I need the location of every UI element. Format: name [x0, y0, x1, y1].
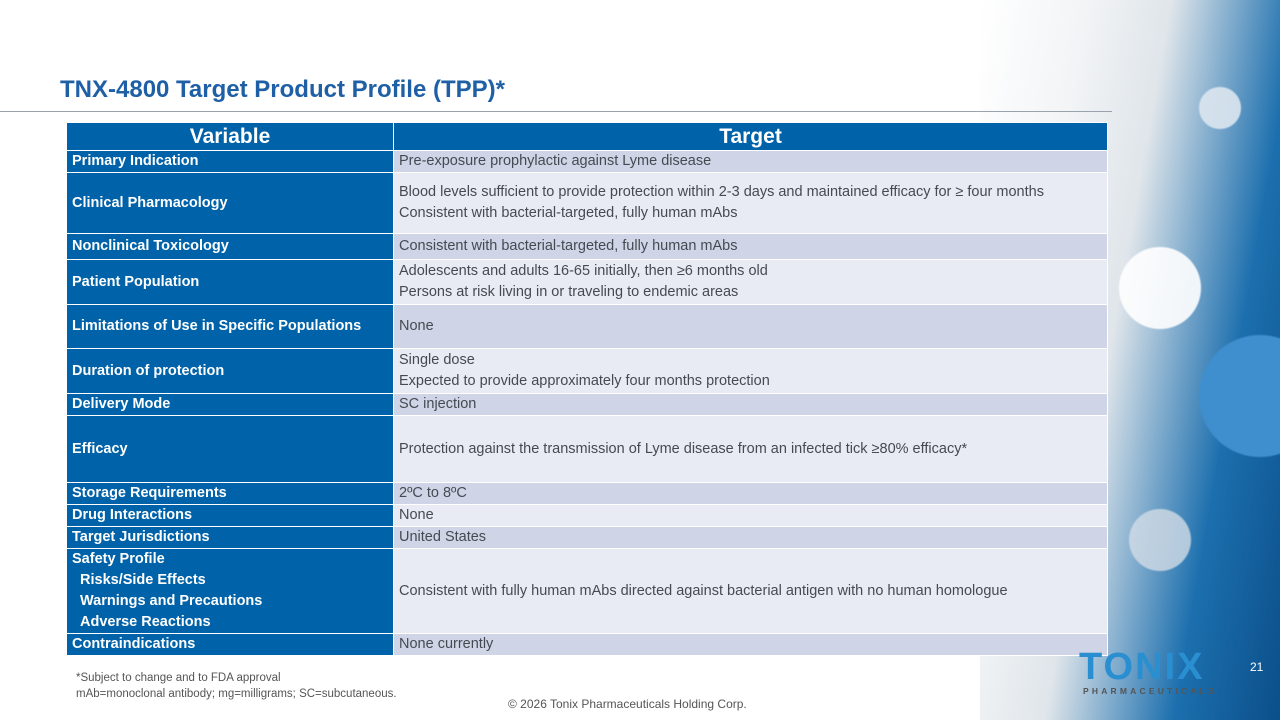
target-cell: Consistent with fully human mAbs directe…: [393, 548, 1108, 634]
target-text: None: [399, 318, 434, 334]
target-text: Single dose: [399, 352, 475, 368]
target-cell: Pre-exposure prophylactic against Lyme d…: [393, 150, 1108, 173]
variable-cell: Efficacy: [66, 415, 394, 483]
logo-wordmark: TONIX: [1079, 646, 1205, 688]
variable-cell: Safety Profile Risks/Side Effects Warnings…: [66, 548, 394, 634]
title-divider: [0, 111, 1112, 112]
background-molecule: [1080, 0, 1280, 720]
table-row: Storage Requirements 2ºC to 8ºC: [66, 482, 1108, 505]
variable-sub-label: Adverse Reactions: [80, 614, 211, 630]
target-cell: None: [393, 304, 1108, 349]
copyright: © 2026 Tonix Pharmaceuticals Holding Cor…: [508, 697, 747, 711]
target-cell: None currently: [393, 633, 1108, 656]
table-row: Efficacy Protection against the transmiss…: [66, 415, 1108, 483]
variable-cell: Nonclinical Toxicology: [66, 233, 394, 260]
target-text: Expected to provide approximately four m…: [399, 373, 770, 389]
variable-cell: Contraindications: [66, 633, 394, 656]
variable-cell: Drug Interactions: [66, 504, 394, 527]
variable-label: Target Jurisdictions: [72, 529, 210, 545]
target-cell: Single dose Expected to provide approxima…: [393, 348, 1108, 394]
variable-label: Storage Requirements: [72, 485, 227, 501]
target-cell: None: [393, 504, 1108, 527]
page-number: 21: [1250, 660, 1264, 674]
footnotes: *Subject to change and to FDA approval m…: [76, 670, 397, 702]
footnote: *Subject to change and to FDA approval: [76, 672, 281, 684]
table-row: Limitations of Use in Specific Populatio…: [66, 304, 1108, 349]
target-cell: Adolescents and adults 16-65 initially, …: [393, 259, 1108, 305]
variable-cell: Primary Indication: [66, 150, 394, 173]
target-text: Protection against the transmission of L…: [399, 440, 968, 457]
footnote: mAb=monoclonal antibody; mg=milligrams; …: [76, 688, 397, 700]
table-row: Duration of protection Single dose Expecte…: [66, 348, 1108, 394]
table-row: Patient Population Adolescents and adults…: [66, 259, 1108, 305]
table-row: Target Jurisdictions United States: [66, 526, 1108, 549]
table-row: Contraindications None currently: [66, 633, 1108, 656]
table-row: Drug Interactions None: [66, 504, 1108, 527]
table-row: Safety Profile Risks/Side Effects Warnings…: [66, 548, 1108, 634]
target-text: SC injection: [399, 396, 477, 412]
variable-cell: Delivery Mode: [66, 393, 394, 416]
variable-label: Safety Profile: [72, 551, 165, 567]
variable-label: Limitations of Use in Specific Populatio…: [72, 318, 362, 334]
target-cell: 2ºC to 8ºC: [393, 482, 1108, 505]
variable-label: Clinical Pharmacology: [72, 194, 228, 211]
target-cell: Consistent with bacterial-targeted, full…: [393, 233, 1108, 260]
table-row: Delivery Mode SC injection: [66, 393, 1108, 416]
target-text: 2ºC to 8ºC: [399, 485, 467, 501]
variable-label: Primary Indication: [72, 153, 199, 169]
variable-cell: Patient Population: [66, 259, 394, 305]
variable-cell: Clinical Pharmacology: [66, 172, 394, 234]
variable-label: Patient Population: [72, 273, 200, 290]
variable-label: Nonclinical Toxicology: [72, 238, 229, 254]
header-variable: Variable: [66, 122, 394, 151]
table-row: Primary Indication Pre-exposure prophylac…: [66, 150, 1108, 173]
variable-cell: Limitations of Use in Specific Populatio…: [66, 304, 394, 349]
variable-cell: Target Jurisdictions: [66, 526, 394, 549]
target-text: None currently: [399, 636, 494, 652]
variable-label: Drug Interactions: [72, 507, 193, 523]
variable-label: Contraindications: [72, 636, 196, 652]
logo-subtitle: PHARMACEUTICALS: [1083, 686, 1217, 696]
variable-cell: Storage Requirements: [66, 482, 394, 505]
target-cell: Protection against the transmission of L…: [393, 415, 1108, 483]
variable-cell: Duration of protection: [66, 348, 394, 394]
tonix-logo: TONIX PHARMACEUTICALS: [1079, 646, 1217, 696]
table-row: Nonclinical Toxicology Consistent with ba…: [66, 233, 1108, 260]
target-cell: United States: [393, 526, 1108, 549]
target-text: None: [399, 507, 434, 523]
table-row: Clinical Pharmacology Blood levels suffic…: [66, 172, 1108, 234]
target-text: Blood levels sufficient to provide prote…: [399, 184, 1044, 200]
target-text: Consistent with fully human mAbs directe…: [399, 582, 1008, 599]
target-cell: Blood levels sufficient to provide prote…: [393, 172, 1108, 234]
variable-label: Efficacy: [72, 440, 128, 457]
variable-sub-label: Warnings and Precautions: [80, 593, 263, 609]
header-target: Target: [393, 122, 1108, 151]
target-text: Consistent with bacterial-targeted, full…: [399, 238, 738, 254]
target-text: Pre-exposure prophylactic against Lyme d…: [399, 153, 712, 169]
target-cell: SC injection: [393, 393, 1108, 416]
variable-label: Delivery Mode: [72, 396, 171, 412]
variable-sub-label: Risks/Side Effects: [80, 572, 206, 588]
variable-label: Duration of protection: [72, 362, 225, 379]
target-text: United States: [399, 529, 487, 545]
tpp-table: Variable Target Primary Indication Pre-ex…: [66, 122, 1108, 656]
page-title: TNX-4800 Target Product Profile (TPP)*: [60, 76, 505, 103]
target-text: Adolescents and adults 16-65 initially, …: [399, 263, 768, 279]
target-text: Consistent with bacterial-targeted, full…: [399, 205, 738, 221]
target-text: Persons at risk living in or traveling t…: [399, 284, 739, 300]
